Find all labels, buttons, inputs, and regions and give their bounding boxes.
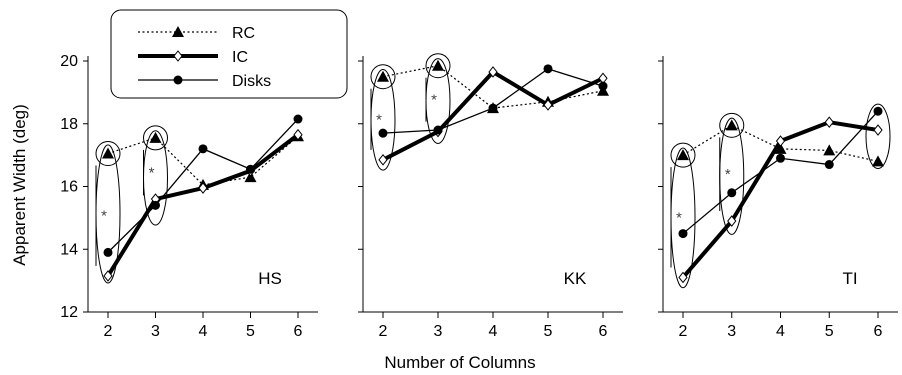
y-tick-label: 16: [60, 179, 78, 196]
panel-label: TI: [842, 269, 857, 288]
point-ic: [293, 128, 303, 141]
legend-label-ic: IC: [232, 49, 248, 66]
point-ic: [378, 154, 388, 166]
point-disks: [151, 200, 160, 210]
point-disks: [488, 103, 498, 113]
x-tick-label: 6: [294, 323, 303, 340]
series-line-rc: [682, 124, 879, 162]
panel-ti: 2 3 4 5 6 * * TI: [658, 56, 898, 340]
point-ic: [543, 99, 553, 111]
point-disks: [873, 106, 883, 116]
significance-ellipse: [865, 103, 891, 170]
legend-marker-disks: [173, 75, 183, 85]
significance-star: *: [725, 166, 731, 183]
x-tick-label: 3: [727, 323, 736, 340]
point-disks: [246, 164, 255, 174]
point-rc: [677, 149, 689, 161]
significance-star: *: [431, 92, 437, 109]
series-line-rc: [107, 135, 299, 186]
series-line-disks: [382, 68, 604, 134]
y-tick-label: 14: [60, 241, 78, 258]
rc-highlight-circle: [370, 64, 396, 90]
series-line-ic: [382, 69, 604, 162]
panel-label: KK: [564, 269, 587, 288]
point-ic: [727, 215, 737, 227]
x-tick-label: 2: [679, 323, 688, 340]
y-tick-label: 12: [60, 304, 78, 321]
point-rc: [725, 119, 738, 131]
significance-star: *: [676, 209, 682, 226]
x-tick-label: 2: [104, 323, 113, 340]
point-rc: [774, 142, 787, 154]
legend-marker-rc: [172, 26, 184, 37]
panel-label: HS: [258, 269, 282, 288]
point-ic: [873, 124, 883, 136]
rc-highlight-circle: [143, 125, 168, 151]
legend-label-disks: Disks: [232, 73, 271, 90]
y-tick-label: 20: [60, 53, 78, 70]
point-disks: [198, 144, 208, 154]
significance-star: *: [149, 165, 155, 182]
x-tick-label: 6: [874, 323, 883, 340]
x-tick-label: 4: [776, 323, 785, 340]
point-rc: [377, 70, 389, 82]
point-ic: [103, 270, 113, 282]
x-axis-title: Number of Columns: [384, 353, 535, 372]
x-tick-label: 5: [246, 323, 255, 340]
point-disks: [103, 247, 113, 257]
axis-titles: Number of Columns Apparent Width (deg): [10, 104, 536, 372]
rc-highlight-circle: [95, 141, 121, 167]
rc-highlight-circle: [425, 53, 451, 79]
point-ic: [678, 271, 688, 284]
point-ic: [488, 66, 498, 78]
point-disks: [824, 160, 834, 170]
x-tick-label: 3: [151, 323, 160, 340]
point-ic: [775, 135, 786, 147]
rc-highlight-circle: [719, 112, 745, 138]
legend-label-rc: RC: [232, 25, 255, 42]
point-disks: [776, 153, 785, 163]
point-disks: [678, 229, 688, 239]
series-line-ic: [106, 133, 300, 277]
x-tick-label: 2: [379, 323, 388, 340]
x-tick-label: 6: [599, 323, 608, 340]
point-rc: [823, 144, 836, 156]
point-disks: [598, 81, 608, 91]
point-rc: [149, 131, 162, 143]
point-disks: [543, 64, 553, 74]
panel-hs: 12 14 16 18 20 2 3 4 5 6 * * HS: [60, 53, 318, 340]
point-disks: [293, 114, 303, 124]
x-tick-label: 5: [544, 323, 553, 340]
point-disks: [727, 188, 737, 198]
panels-group: 12 14 16 18 20 2 3 4 5 6 * * HS 2 3 4 5 6 * * KK 2 3 4 5 6 * * TI: [60, 53, 898, 340]
series-line-disks: [682, 110, 879, 235]
x-tick-label: 3: [434, 323, 443, 340]
panel-kk: 2 3 4 5 6 * * KK: [358, 53, 623, 340]
x-tick-label: 4: [489, 323, 498, 340]
point-disks: [378, 128, 388, 138]
x-tick-label: 5: [825, 323, 834, 340]
x-tick-label: 4: [199, 323, 208, 340]
point-ic: [824, 116, 834, 128]
point-rc: [102, 147, 114, 159]
significance-star: *: [101, 208, 107, 225]
y-tick-label: 18: [60, 116, 78, 133]
point-rc: [872, 155, 884, 167]
rc-highlight-circle: [670, 142, 696, 168]
point-disks: [433, 125, 443, 135]
legend-marker-ic: [173, 50, 183, 62]
significance-star: *: [376, 111, 382, 128]
y-axis-title: Apparent Width (deg): [10, 104, 29, 266]
point-rc: [432, 59, 444, 71]
point-ic: [198, 182, 208, 194]
legend: RC IC Disks: [110, 9, 348, 99]
